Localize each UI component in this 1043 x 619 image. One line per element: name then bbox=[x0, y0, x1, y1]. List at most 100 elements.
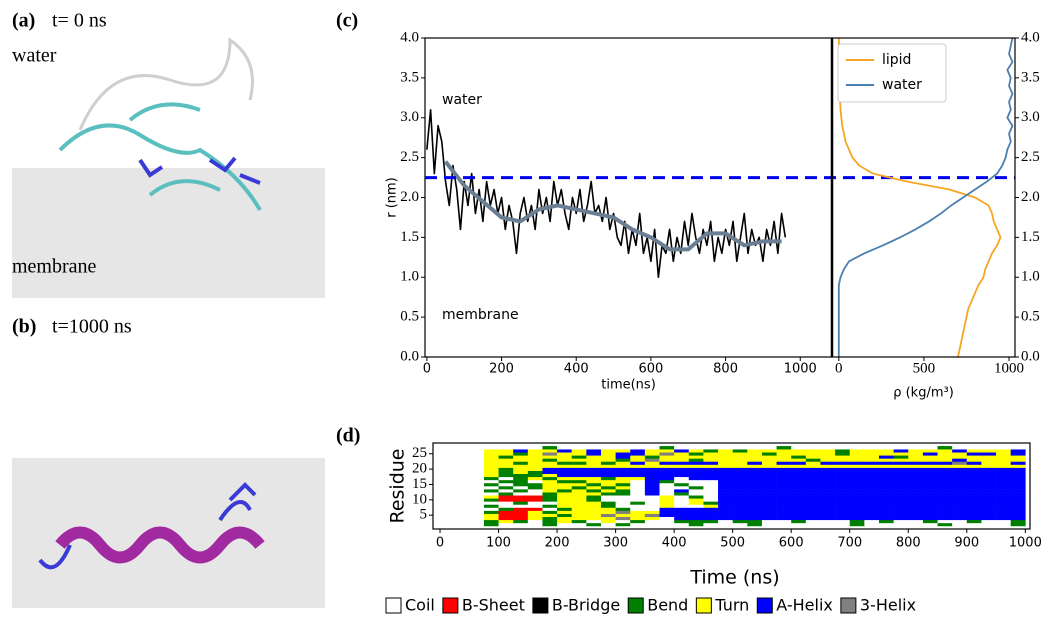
cell bbox=[776, 495, 792, 499]
cell bbox=[454, 467, 470, 471]
legend-label: water bbox=[882, 77, 922, 93]
cell bbox=[557, 446, 573, 450]
cell bbox=[542, 513, 558, 518]
cell bbox=[908, 461, 924, 465]
cell bbox=[747, 522, 763, 527]
cell bbox=[440, 449, 455, 453]
cell bbox=[1010, 452, 1026, 456]
cell bbox=[820, 525, 836, 530]
cell bbox=[644, 492, 660, 496]
cell bbox=[878, 507, 894, 511]
cell bbox=[747, 446, 763, 450]
cell bbox=[996, 507, 1011, 511]
x-axis-label: ρ (kg/m³) bbox=[893, 386, 954, 401]
cell bbox=[483, 449, 499, 453]
y-axis-label: r (nm) bbox=[385, 177, 400, 218]
cell bbox=[835, 446, 851, 450]
cell bbox=[732, 510, 748, 514]
cell bbox=[557, 501, 573, 505]
cell bbox=[805, 489, 821, 493]
cell bbox=[615, 446, 631, 450]
cell bbox=[688, 473, 704, 478]
cell bbox=[835, 501, 851, 505]
cell bbox=[513, 455, 529, 459]
cell bbox=[732, 476, 748, 481]
cell bbox=[615, 467, 631, 471]
cell bbox=[761, 501, 777, 505]
cell bbox=[688, 455, 704, 459]
cell bbox=[630, 492, 646, 496]
cell bbox=[952, 473, 968, 478]
cell bbox=[922, 452, 938, 456]
cell bbox=[483, 501, 499, 505]
cell bbox=[718, 519, 733, 524]
cell bbox=[820, 492, 836, 496]
cell bbox=[835, 492, 851, 496]
cell bbox=[1010, 510, 1026, 514]
cell bbox=[893, 504, 909, 508]
y-tick-label: 2.0 bbox=[400, 189, 419, 205]
cell bbox=[483, 522, 499, 527]
cell bbox=[498, 449, 514, 453]
y-tick-label: 5 bbox=[420, 507, 428, 523]
cell bbox=[981, 458, 997, 462]
cell bbox=[703, 476, 719, 481]
cell bbox=[586, 473, 602, 478]
cell bbox=[878, 461, 894, 465]
cell bbox=[849, 495, 865, 499]
cell bbox=[747, 476, 763, 481]
cell bbox=[747, 473, 763, 478]
cell bbox=[747, 479, 763, 484]
cell bbox=[600, 525, 616, 530]
cell bbox=[835, 449, 851, 453]
cell bbox=[952, 446, 968, 450]
cell bbox=[966, 522, 982, 527]
cell bbox=[557, 513, 573, 518]
cell bbox=[630, 458, 646, 462]
cell bbox=[718, 504, 733, 508]
cell bbox=[849, 507, 865, 511]
cell bbox=[966, 510, 982, 514]
cell bbox=[981, 470, 997, 475]
cell bbox=[586, 452, 602, 456]
cell bbox=[600, 516, 616, 521]
cell bbox=[820, 476, 836, 481]
cell bbox=[732, 495, 748, 499]
cell bbox=[820, 522, 836, 527]
cell bbox=[542, 507, 558, 511]
cell bbox=[835, 455, 851, 459]
cell bbox=[454, 446, 470, 450]
cell bbox=[805, 458, 821, 462]
cell bbox=[615, 489, 631, 493]
cell bbox=[791, 470, 807, 475]
cell bbox=[469, 492, 485, 496]
cell bbox=[835, 489, 851, 493]
cell bbox=[454, 449, 470, 453]
cell bbox=[527, 489, 543, 493]
cell bbox=[1010, 458, 1026, 462]
cell bbox=[937, 482, 953, 487]
cell bbox=[922, 525, 938, 530]
cell bbox=[469, 458, 485, 462]
cell bbox=[615, 510, 631, 514]
cell bbox=[718, 482, 733, 487]
x-tick-label: 200 bbox=[545, 536, 570, 551]
cell bbox=[908, 464, 924, 468]
cell bbox=[981, 501, 997, 505]
cell bbox=[966, 464, 982, 468]
cell bbox=[952, 513, 968, 518]
cell bbox=[776, 519, 792, 524]
cell bbox=[878, 513, 894, 518]
cell bbox=[527, 479, 543, 484]
cell bbox=[849, 479, 865, 484]
cell bbox=[893, 498, 909, 502]
cell bbox=[761, 495, 777, 499]
cell bbox=[586, 486, 602, 490]
cell bbox=[820, 470, 836, 475]
cell bbox=[820, 455, 836, 459]
x-tick-label: 400 bbox=[662, 536, 687, 551]
cell bbox=[644, 482, 660, 487]
cell bbox=[805, 522, 821, 527]
cell bbox=[952, 492, 968, 496]
cell bbox=[469, 489, 485, 493]
